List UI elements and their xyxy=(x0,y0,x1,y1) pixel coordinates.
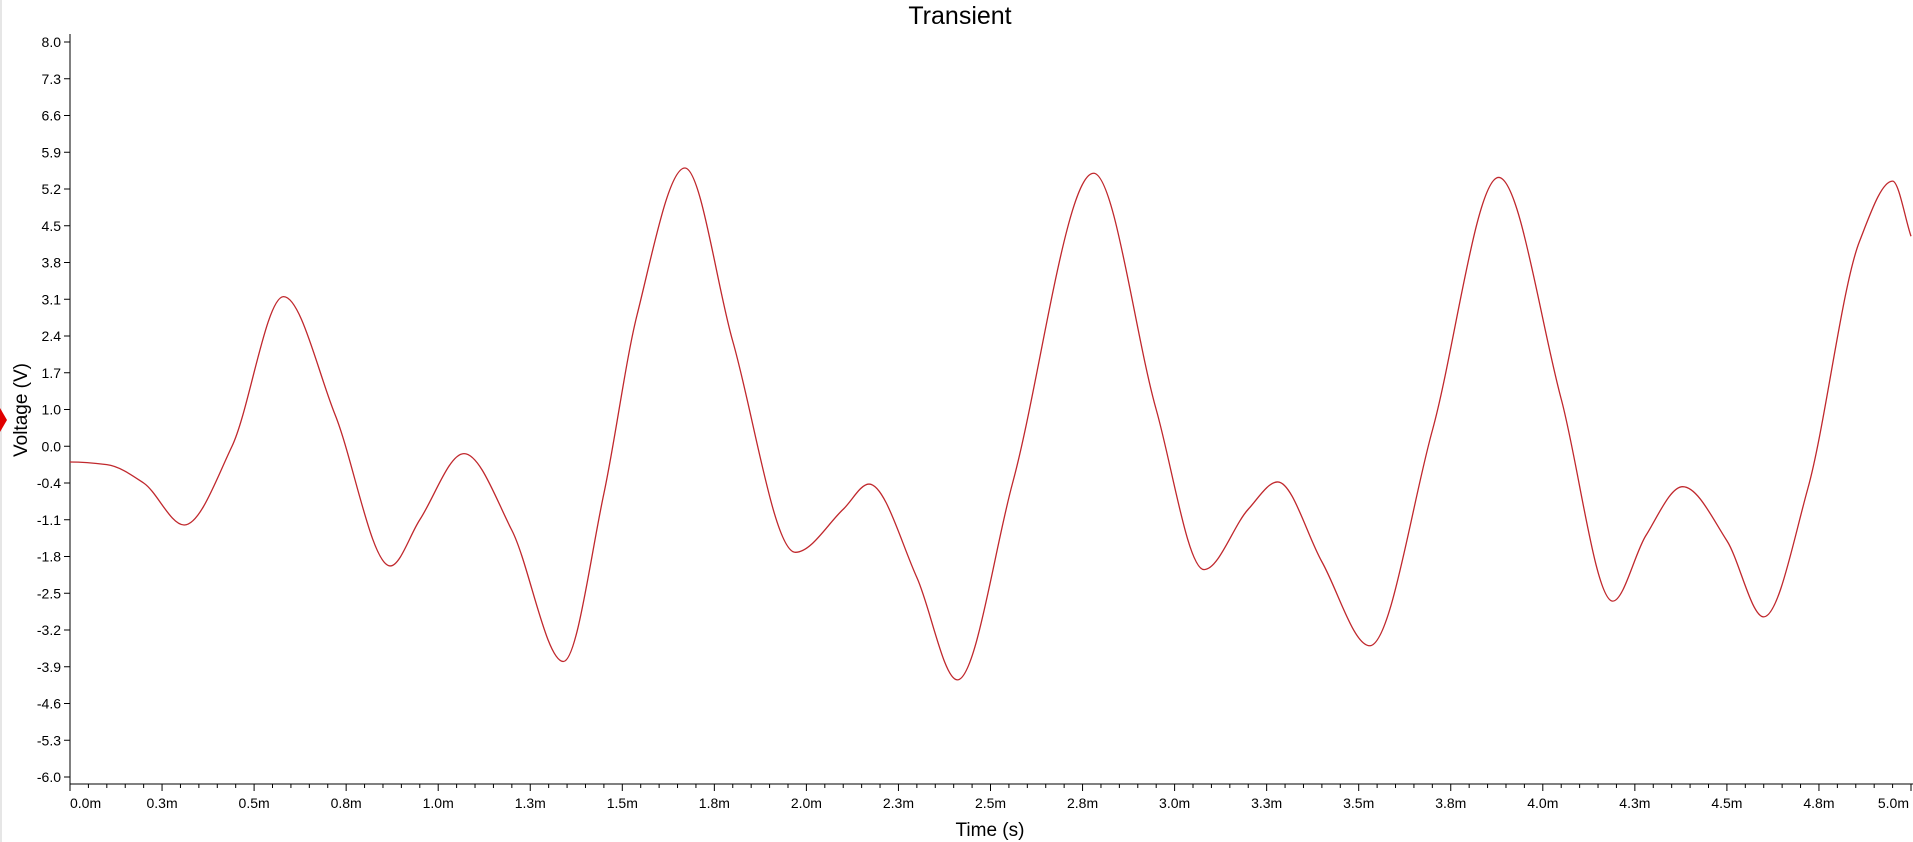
x-tick-label: 4.8m xyxy=(1803,795,1834,811)
x-tick-label: 1.0m xyxy=(423,795,454,811)
x-tick-label: 2.3m xyxy=(883,795,914,811)
y-tick-label: 5.9 xyxy=(42,144,62,160)
x-tick-label: 1.5m xyxy=(607,795,638,811)
y-tick-label: -2.5 xyxy=(37,585,61,601)
x-tick-label: 1.3m xyxy=(515,795,546,811)
y-tick-label: 6.6 xyxy=(42,108,62,124)
y-tick-label: 0.0 xyxy=(42,438,62,454)
x-tick-label: 2.5m xyxy=(975,795,1006,811)
y-tick-label: 5.2 xyxy=(42,181,62,197)
y-axis-label: Voltage (V) xyxy=(11,363,32,457)
x-tick-label: 4.0m xyxy=(1527,795,1558,811)
y-tick-label: 2.4 xyxy=(42,328,62,344)
y-tick-label: 4.5 xyxy=(42,218,62,234)
y-tick-label: -3.9 xyxy=(37,659,61,675)
cursor-marker-icon[interactable] xyxy=(0,408,7,432)
y-tick-label: 1.7 xyxy=(42,365,62,381)
x-tick-label: 0.3m xyxy=(146,795,177,811)
x-tick-label: 3.8m xyxy=(1435,795,1466,811)
x-tick-label: 3.5m xyxy=(1343,795,1374,811)
x-tick-label: 3.0m xyxy=(1159,795,1190,811)
y-tick-label: 1.0 xyxy=(42,402,62,418)
y-tick-label: -5.3 xyxy=(37,732,61,748)
x-tick-label: 0.5m xyxy=(239,795,270,811)
x-axis-label: Time (s) xyxy=(956,820,1025,841)
y-tick-label: 3.1 xyxy=(42,291,62,307)
x-tick-label: 4.5m xyxy=(1711,795,1742,811)
voltage-trace xyxy=(69,167,1912,681)
x-axis-ticks: 0.0m 0.3m 0.5m 0.8m 1.0m 1.3m 1.5m 1.8m 2.0m 2.3m… xyxy=(69,784,1912,811)
x-tick-label: 3.3m xyxy=(1251,795,1282,811)
y-tick-label: 3.8 xyxy=(42,255,62,271)
y-tick-label: -3.2 xyxy=(37,622,61,638)
y-tick-label: 8.0 xyxy=(42,34,62,50)
x-tick-label: 2.8m xyxy=(1067,795,1098,811)
y-tick-label: -6.0 xyxy=(37,769,61,785)
x-tick-label: 2.0m xyxy=(791,795,822,811)
y-axis-ticks: 8.0 7.3 6.6 5.9 5.2 4.5 3.8 3.1 2.4 1.7 1.0 0.0 -0.4… xyxy=(37,34,70,785)
y-tick-label: 7.3 xyxy=(42,71,62,87)
x-tick-label: 0.0m xyxy=(70,795,101,811)
x-tick-label: 5.0m xyxy=(1878,795,1909,811)
x-tick-label: 0.8m xyxy=(331,795,362,811)
y-tick-label: -4.6 xyxy=(37,696,61,712)
y-tick-label: -0.4 xyxy=(37,475,61,491)
y-tick-label: -1.8 xyxy=(37,549,61,565)
chart-title: Transient xyxy=(908,2,1011,30)
x-tick-label: 1.8m xyxy=(699,795,730,811)
y-tick-label: -1.1 xyxy=(37,512,61,528)
x-tick-label: 4.3m xyxy=(1619,795,1650,811)
